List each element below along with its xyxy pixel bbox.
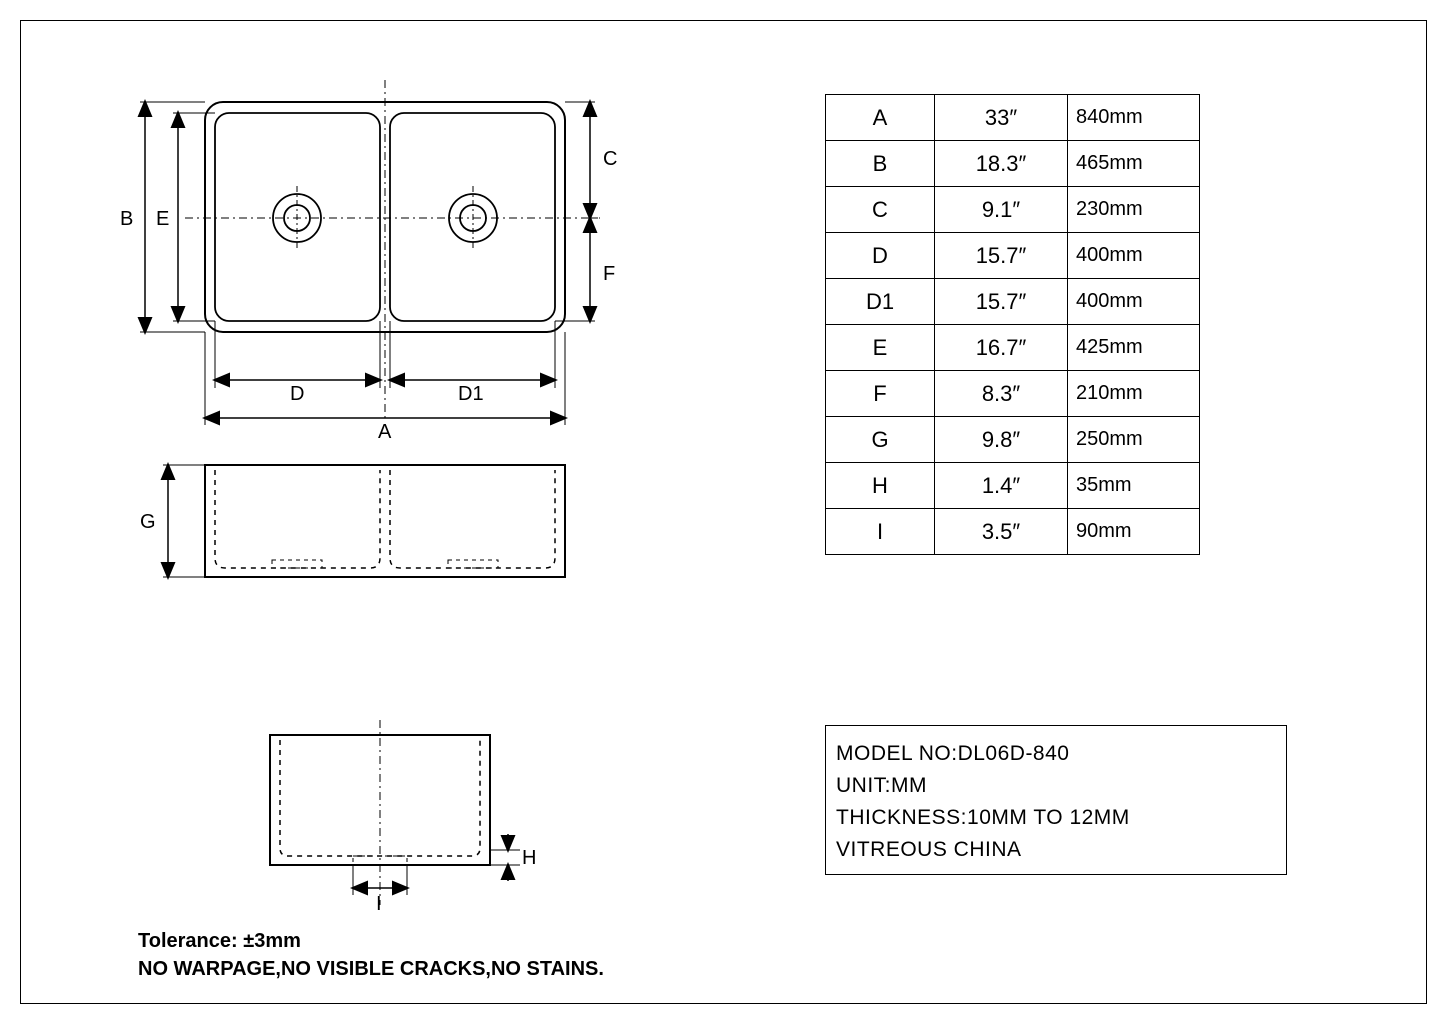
dim-key: I [826, 509, 935, 555]
dim-mm: 90mm [1068, 509, 1200, 555]
dim-inches: 16.7″ [935, 325, 1068, 371]
dim-key: D1 [826, 279, 935, 325]
info-material: VITREOUS CHINA [836, 834, 1276, 866]
tolerance-value: ±3mm [243, 930, 301, 952]
dim-inches: 3.5″ [935, 509, 1068, 555]
dim-mm: 840mm [1068, 95, 1200, 141]
dim-key: B [826, 141, 935, 187]
dim-inches: 18.3″ [935, 141, 1068, 187]
dim-key: C [826, 187, 935, 233]
dim-mm: 465mm [1068, 141, 1200, 187]
dim-inches: 9.1″ [935, 187, 1068, 233]
table-row: B18.3″465mm [826, 141, 1200, 187]
table-row: F8.3″210mm [826, 371, 1200, 417]
dim-key: G [826, 417, 935, 463]
tolerance-label: Tolerance: [138, 930, 238, 952]
dim-inches: 15.7″ [935, 279, 1068, 325]
dim-mm: 425mm [1068, 325, 1200, 371]
dim-inches: 15.7″ [935, 233, 1068, 279]
table-row: G9.8″250mm [826, 417, 1200, 463]
dim-mm: 230mm [1068, 187, 1200, 233]
dimension-table: A33″840mmB18.3″465mmC9.1″230mmD15.7″400m… [825, 94, 1200, 555]
dim-inches: 8.3″ [935, 371, 1068, 417]
dim-mm: 400mm [1068, 233, 1200, 279]
dim-key: H [826, 463, 935, 509]
table-row: A33″840mm [826, 95, 1200, 141]
dim-mm: 250mm [1068, 417, 1200, 463]
tolerance-note: NO WARPAGE,NO VISIBLE CRACKS,NO STAINS. [138, 958, 604, 981]
dim-mm: 210mm [1068, 371, 1200, 417]
dim-key: E [826, 325, 935, 371]
dim-label-I: I [376, 893, 382, 915]
dim-key: F [826, 371, 935, 417]
dim-mm: 400mm [1068, 279, 1200, 325]
dim-inches: 9.8″ [935, 417, 1068, 463]
table-row: C9.1″230mm [826, 187, 1200, 233]
table-row: E16.7″425mm [826, 325, 1200, 371]
tolerance-line: Tolerance: ±3mm [138, 930, 301, 953]
info-model: MODEL NO:DL06D-840 [836, 738, 1276, 770]
info-thickness: THICKNESS:10MM TO 12MM [836, 802, 1276, 834]
model-info-box: MODEL NO:DL06D-840 UNIT:MM THICKNESS:10M… [825, 725, 1287, 875]
table-row: I3.5″90mm [826, 509, 1200, 555]
dim-mm: 35mm [1068, 463, 1200, 509]
table-row: D115.7″400mm [826, 279, 1200, 325]
table-row: D15.7″400mm [826, 233, 1200, 279]
table-row: H1.4″35mm [826, 463, 1200, 509]
info-unit: UNIT:MM [836, 770, 1276, 802]
dim-label-H: H [522, 847, 536, 869]
dim-key: A [826, 95, 935, 141]
dim-inches: 1.4″ [935, 463, 1068, 509]
side-view-drawing: H I [0, 0, 700, 930]
dim-inches: 33″ [935, 95, 1068, 141]
dim-key: D [826, 233, 935, 279]
